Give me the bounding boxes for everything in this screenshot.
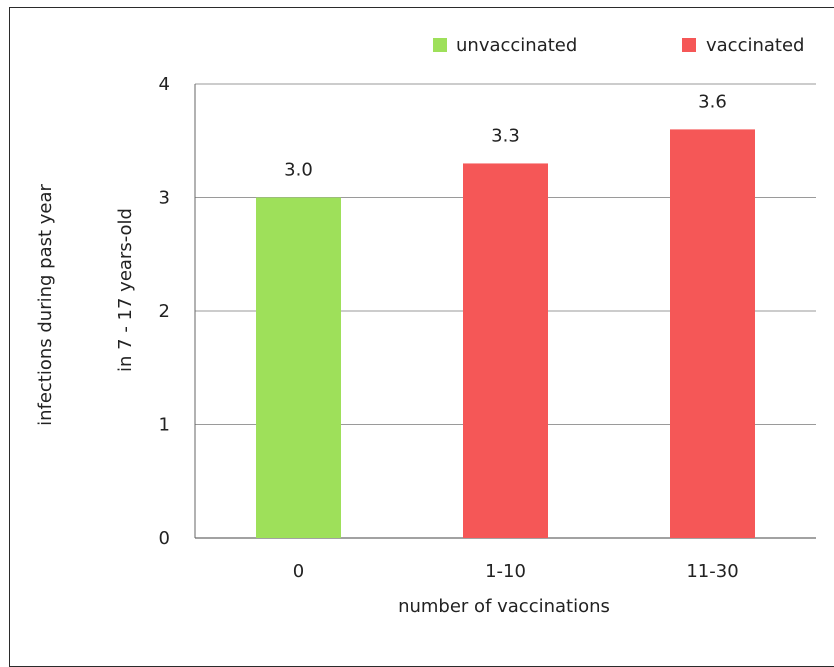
x-tick-label: 11-30 xyxy=(686,561,738,582)
x-tick-label: 1-10 xyxy=(485,561,526,582)
legend: unvaccinated vaccinated xyxy=(433,35,804,56)
legend-swatch-vaccinated xyxy=(682,38,696,52)
x-tick-label: 0 xyxy=(293,561,304,582)
x-axis-title: number of vaccinations xyxy=(398,596,610,617)
x-axis-ticks: 0 1-10 11-30 xyxy=(293,561,739,582)
y-tick-label: 4 xyxy=(159,74,170,95)
data-label-1-10: 3.3 xyxy=(491,125,520,146)
bar-1-10 xyxy=(463,163,548,538)
data-label-0: 3.0 xyxy=(284,160,313,181)
bar-chart: unvaccinated vaccinated infections durin… xyxy=(35,35,816,617)
y-axis-title-outer: infections during past year xyxy=(35,183,56,425)
bar-0 xyxy=(256,197,341,538)
data-labels: 3.0 3.3 3.6 xyxy=(284,91,727,180)
legend-swatch-unvaccinated xyxy=(433,38,447,52)
y-tick-label: 1 xyxy=(159,415,170,436)
y-tick-label: 3 xyxy=(159,188,170,209)
y-tick-label: 2 xyxy=(159,301,170,322)
bar-11-30 xyxy=(670,129,755,538)
data-label-11-30: 3.6 xyxy=(698,91,727,112)
legend-label-vaccinated: vaccinated xyxy=(706,35,804,56)
y-axis-title: in 7 - 17 years-old xyxy=(115,208,136,372)
legend-label-unvaccinated: unvaccinated xyxy=(456,35,577,56)
bars xyxy=(256,129,755,538)
y-axis-ticks: 0 1 2 3 4 xyxy=(159,74,170,549)
y-tick-label: 0 xyxy=(159,528,170,549)
